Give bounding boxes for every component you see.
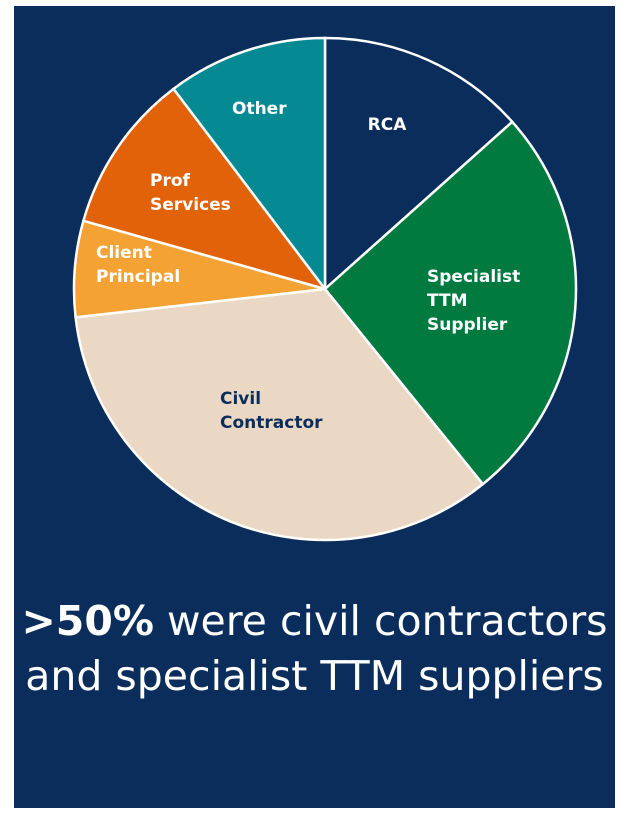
pie-chart: RCA Specialist TTM Supplier Civil Contractor C…: [72, 36, 578, 542]
pie-slice: [74, 287, 485, 542]
caption-text: were civil contractors and specialist TT…: [25, 597, 608, 700]
slice-label: Civil Contractor: [220, 389, 323, 433]
pie-slice: [323, 36, 515, 292]
caption: >50% were civil contractors and speciali…: [14, 594, 615, 704]
caption-highlight: >50%: [21, 597, 154, 645]
slice-label: Other: [232, 99, 287, 119]
pie-slice: [323, 120, 578, 486]
pie-slice: [81, 87, 329, 292]
slice-label: Specialist TTM Supplier: [427, 267, 520, 335]
slice-label: Client Principal: [96, 243, 180, 287]
slice-label: RCA: [368, 115, 408, 135]
pie-slice: [171, 36, 327, 293]
slice-label: Prof Services: [150, 171, 231, 215]
infographic-panel: RCA Specialist TTM Supplier Civil Contractor C…: [14, 6, 615, 808]
